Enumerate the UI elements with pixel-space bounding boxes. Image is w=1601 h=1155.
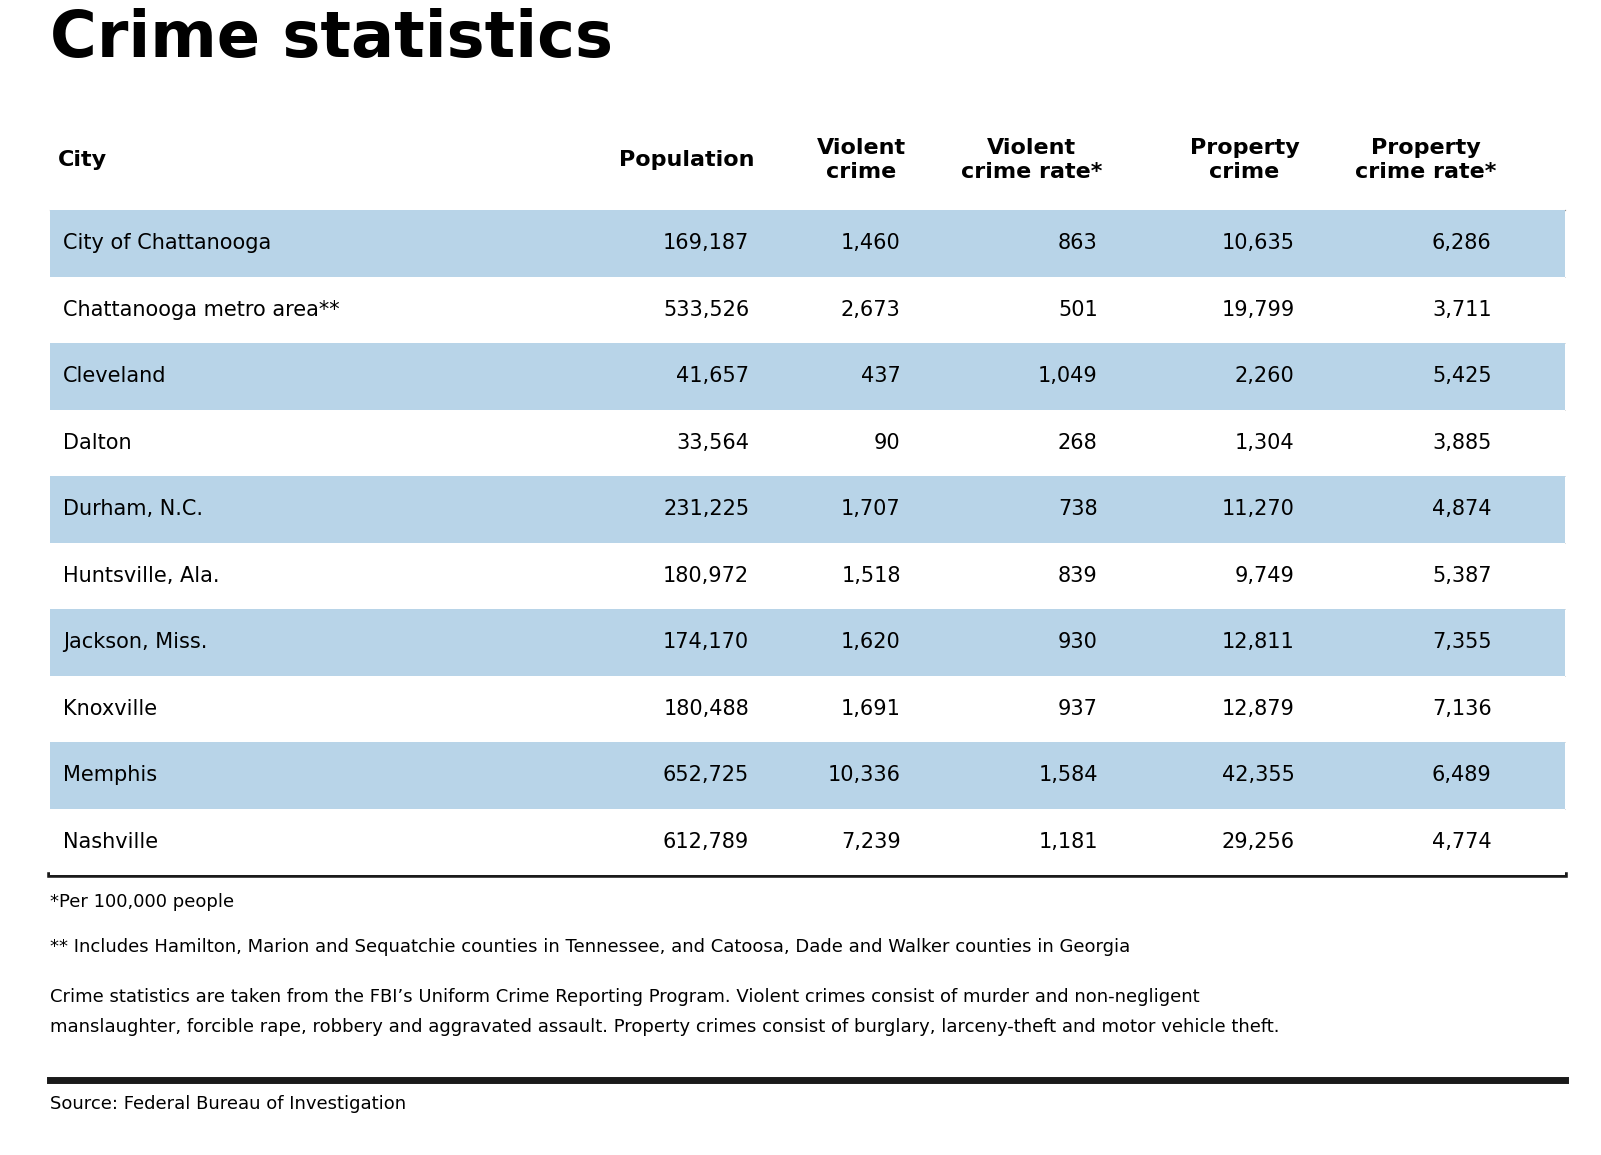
Text: Violent
crime rate*: Violent crime rate* <box>961 139 1103 181</box>
Text: 3,885: 3,885 <box>1433 433 1492 453</box>
Text: 10,336: 10,336 <box>828 766 901 785</box>
Text: 5,425: 5,425 <box>1431 366 1492 386</box>
Text: 7,136: 7,136 <box>1431 699 1492 718</box>
Text: Memphis: Memphis <box>62 766 157 785</box>
Text: City: City <box>58 150 107 170</box>
Text: Durham, N.C.: Durham, N.C. <box>62 499 203 520</box>
Text: 7,355: 7,355 <box>1431 632 1492 653</box>
Text: 2,673: 2,673 <box>841 300 901 320</box>
Text: 839: 839 <box>1058 566 1098 586</box>
Text: 12,811: 12,811 <box>1222 632 1295 653</box>
Text: 11,270: 11,270 <box>1222 499 1295 520</box>
Text: 3,711: 3,711 <box>1431 300 1492 320</box>
Text: 612,789: 612,789 <box>663 832 749 851</box>
Text: 169,187: 169,187 <box>663 233 749 253</box>
Text: 1,304: 1,304 <box>1234 433 1295 453</box>
Text: 937: 937 <box>1058 699 1098 718</box>
Text: Crime statistics are taken from the FBI’s Uniform Crime Reporting Program. Viole: Crime statistics are taken from the FBI’… <box>50 988 1199 1006</box>
Text: 501: 501 <box>1058 300 1098 320</box>
Text: 1,620: 1,620 <box>841 632 901 653</box>
Text: Source: Federal Bureau of Investigation: Source: Federal Bureau of Investigation <box>50 1095 407 1113</box>
Text: 7,239: 7,239 <box>841 832 901 851</box>
Text: 1,707: 1,707 <box>841 499 901 520</box>
Text: 533,526: 533,526 <box>663 300 749 320</box>
Text: 1,049: 1,049 <box>1037 366 1098 386</box>
Text: 12,879: 12,879 <box>1222 699 1295 718</box>
Text: 930: 930 <box>1058 632 1098 653</box>
Text: 90: 90 <box>874 433 901 453</box>
Text: Violent
crime: Violent crime <box>817 139 906 181</box>
Text: Nashville: Nashville <box>62 832 158 851</box>
Text: *Per 100,000 people: *Per 100,000 people <box>50 893 234 911</box>
Text: 6,286: 6,286 <box>1431 233 1492 253</box>
Text: 1,518: 1,518 <box>841 566 901 586</box>
Text: Chattanooga metro area**: Chattanooga metro area** <box>62 300 339 320</box>
Text: 1,691: 1,691 <box>841 699 901 718</box>
Text: 863: 863 <box>1058 233 1098 253</box>
Text: 42,355: 42,355 <box>1222 766 1295 785</box>
Text: 268: 268 <box>1058 433 1098 453</box>
Text: 9,749: 9,749 <box>1234 566 1295 586</box>
Text: 5,387: 5,387 <box>1431 566 1492 586</box>
Text: 180,972: 180,972 <box>663 566 749 586</box>
Text: 4,774: 4,774 <box>1431 832 1492 851</box>
Text: 2,260: 2,260 <box>1234 366 1295 386</box>
Text: 41,657: 41,657 <box>676 366 749 386</box>
Text: 33,564: 33,564 <box>676 433 749 453</box>
Text: Crime statistics: Crime statistics <box>50 8 613 70</box>
Text: 4,874: 4,874 <box>1431 499 1492 520</box>
Text: 437: 437 <box>861 366 901 386</box>
Text: City of Chattanooga: City of Chattanooga <box>62 233 271 253</box>
Text: 1,584: 1,584 <box>1037 766 1098 785</box>
Text: Huntsville, Ala.: Huntsville, Ala. <box>62 566 219 586</box>
Text: 180,488: 180,488 <box>663 699 749 718</box>
Text: Knoxville: Knoxville <box>62 699 157 718</box>
Text: 652,725: 652,725 <box>663 766 749 785</box>
Text: 29,256: 29,256 <box>1222 832 1295 851</box>
Text: 738: 738 <box>1058 499 1098 520</box>
Text: 174,170: 174,170 <box>663 632 749 653</box>
Text: 1,181: 1,181 <box>1037 832 1098 851</box>
Text: 231,225: 231,225 <box>663 499 749 520</box>
Text: Population: Population <box>618 150 754 170</box>
Text: 1,460: 1,460 <box>841 233 901 253</box>
Text: Dalton: Dalton <box>62 433 131 453</box>
Text: manslaughter, forcible rape, robbery and aggravated assault. Property crimes con: manslaughter, forcible rape, robbery and… <box>50 1018 1279 1036</box>
Text: Cleveland: Cleveland <box>62 366 167 386</box>
Text: 10,635: 10,635 <box>1222 233 1295 253</box>
Text: Property
crime rate*: Property crime rate* <box>1354 139 1497 181</box>
Text: Jackson, Miss.: Jackson, Miss. <box>62 632 207 653</box>
Text: Property
crime: Property crime <box>1190 139 1300 181</box>
Text: ** Includes Hamilton, Marion and Sequatchie counties in Tennessee, and Catoosa, : ** Includes Hamilton, Marion and Sequatc… <box>50 938 1130 956</box>
Text: 19,799: 19,799 <box>1222 300 1295 320</box>
Text: 6,489: 6,489 <box>1431 766 1492 785</box>
